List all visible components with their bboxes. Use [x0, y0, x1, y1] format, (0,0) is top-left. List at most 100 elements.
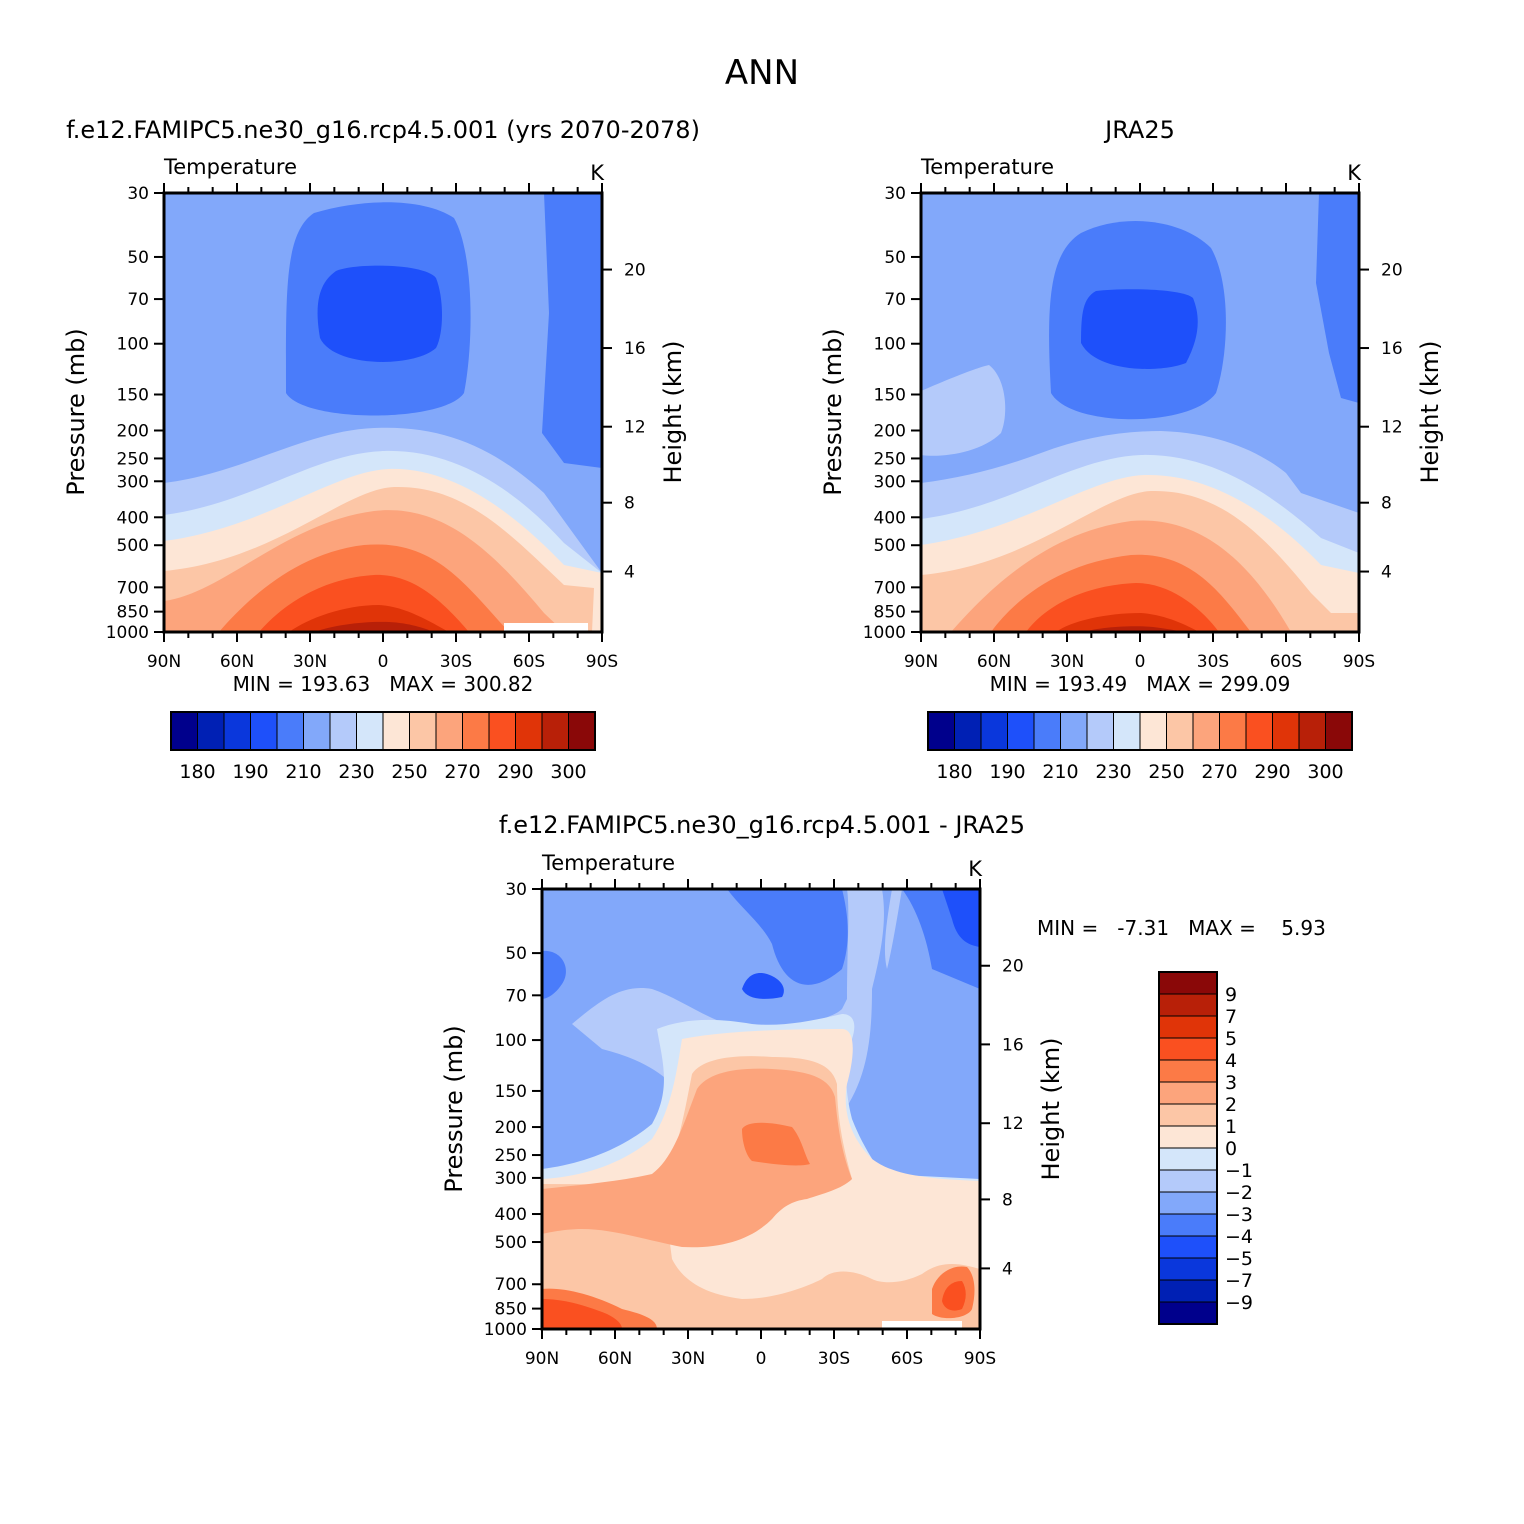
panel-model-heading: f.e12.FAMIPC5.ne30_g16.rcp4.5.001 (yrs 2… [66, 116, 700, 144]
colorbar-swatch [1158, 1213, 1218, 1237]
colorbar-swatch [1158, 1301, 1218, 1325]
colorbar-label: −5 [1225, 1248, 1253, 1270]
colorbar-label: −4 [1225, 1226, 1253, 1248]
height-tick-label: 20 [1381, 261, 1403, 281]
panel-model-units: K [590, 161, 605, 185]
panel-reference-plot-area [921, 193, 1359, 632]
colorbar-swatch [1158, 1279, 1218, 1303]
colorbar-label: 4 [1225, 1050, 1237, 1072]
x-tick-label: 60N [220, 652, 254, 672]
colorbar-swatch [515, 711, 543, 751]
y-tick-label: 500 [495, 1233, 527, 1253]
colorbar-label: 230 [1095, 761, 1131, 783]
x-tick-label: 30S [440, 652, 472, 672]
colorbar-swatch [170, 711, 198, 751]
panel-model-variable: Temperature [163, 155, 297, 179]
x-tick-label: 90N [147, 652, 181, 672]
colorbar-swatch [1158, 1147, 1218, 1171]
colorbar-swatch [1158, 1235, 1218, 1259]
colorbar-frame [1158, 971, 1218, 1325]
colorbar-swatch [980, 711, 1008, 751]
colorbar-label: 3 [1225, 1072, 1237, 1094]
panel-reference-heading: JRA25 [1103, 116, 1175, 144]
contour-band [1056, 613, 1199, 632]
colorbar-label: 230 [338, 761, 374, 783]
colorbar-label: 9 [1225, 984, 1237, 1006]
y-tick-label: 30 [884, 184, 906, 204]
height-tick-label: 12 [624, 418, 646, 438]
y-tick-label: 1000 [863, 623, 906, 643]
panel-difference-variable: Temperature [541, 851, 675, 875]
y-tick-label: 300 [874, 472, 906, 492]
colorbar-swatch [1158, 1103, 1218, 1127]
colorbar-label: 290 [497, 761, 533, 783]
panel-difference-units: K [968, 857, 983, 881]
y-tick-label: 1000 [106, 623, 149, 643]
colorbar-swatch [1033, 711, 1061, 751]
colorbar-label: −1 [1225, 1160, 1253, 1182]
colorbar-swatch [197, 711, 225, 751]
colorbar-label: 1 [1225, 1116, 1237, 1138]
panel-reference-ylabel-right: Height (km) [1416, 341, 1444, 484]
colorbar-swatch [1166, 711, 1194, 751]
colorbar-swatch [1158, 1037, 1218, 1061]
colorbar-label: 210 [1042, 761, 1078, 783]
height-tick-label: 4 [624, 563, 635, 583]
colorbar-swatch [250, 711, 278, 751]
height-tick-label: 4 [1002, 1259, 1013, 1279]
colorbar-swatch [1192, 711, 1220, 751]
y-tick-label: 400 [117, 508, 149, 528]
x-tick-label: 0 [1135, 652, 1146, 672]
colorbar-swatch [1158, 1059, 1218, 1083]
panel-difference-plot-area [542, 889, 980, 1329]
x-tick-label: 90S [964, 1349, 996, 1369]
contour-band [542, 1056, 980, 1329]
panel-reference-stats: MIN = 193.49 MAX = 299.09 [990, 672, 1291, 696]
x-tick-label: 90N [904, 652, 938, 672]
y-tick-label: 70 [127, 290, 149, 310]
colorbar-label: 5 [1225, 1028, 1237, 1050]
panel-difference: f.e12.FAMIPC5.ne30_g16.rcp4.5.001 - JRA2… [440, 811, 1326, 1369]
x-tick-label: 60N [598, 1349, 632, 1369]
y-tick-label: 30 [505, 880, 527, 900]
height-tick-label: 8 [1381, 494, 1392, 514]
height-tick-label: 16 [624, 339, 646, 359]
y-tick-label: 250 [495, 1146, 527, 1166]
panel-model: f.e12.FAMIPC5.ne30_g16.rcp4.5.001 (yrs 2… [62, 116, 700, 783]
contour-band [542, 950, 566, 999]
missing-data-patch [504, 623, 588, 632]
y-tick-label: 700 [495, 1275, 527, 1295]
colorbar-swatch [1219, 711, 1247, 751]
x-tick-label: 30S [818, 1349, 850, 1369]
colorbar-label: 7 [1225, 1006, 1237, 1028]
panel-difference-ylabel-right: Height (km) [1037, 1038, 1065, 1181]
height-tick-label: 4 [1381, 563, 1392, 583]
height-tick-label: 12 [1002, 1114, 1024, 1134]
y-tick-label: 200 [495, 1118, 527, 1138]
height-tick-label: 8 [624, 494, 635, 514]
panel-model-plot-area [164, 193, 602, 632]
contour-band [1081, 289, 1198, 369]
x-tick-label: 30N [1050, 652, 1084, 672]
contour-band [542, 1299, 622, 1329]
colorbar-swatch [568, 711, 596, 751]
colorbar-label: 210 [285, 761, 321, 783]
panel-model-colorbar: 180 190 210 230 250 270 290 300 [170, 711, 596, 783]
colorbar-label: 290 [1254, 761, 1290, 783]
colorbar-label: 250 [391, 761, 427, 783]
y-tick-label: 200 [117, 422, 149, 442]
colorbar-swatch [488, 711, 516, 751]
x-tick-label: 60S [513, 652, 545, 672]
colorbar-swatch [1060, 711, 1088, 751]
y-tick-label: 150 [117, 385, 149, 405]
colorbar-swatch [1158, 1191, 1218, 1215]
height-tick-label: 8 [1002, 1190, 1013, 1210]
colorbar-label: 0 [1225, 1138, 1237, 1160]
y-tick-label: 250 [117, 449, 149, 469]
colorbar-swatch [462, 711, 490, 751]
panel-reference-units: K [1347, 161, 1362, 185]
panel-model-stats: MIN = 193.63 MAX = 300.82 [233, 672, 534, 696]
colorbar-swatch [276, 711, 304, 751]
colorbar-swatch [1086, 711, 1114, 751]
y-tick-label: 300 [495, 1169, 527, 1189]
